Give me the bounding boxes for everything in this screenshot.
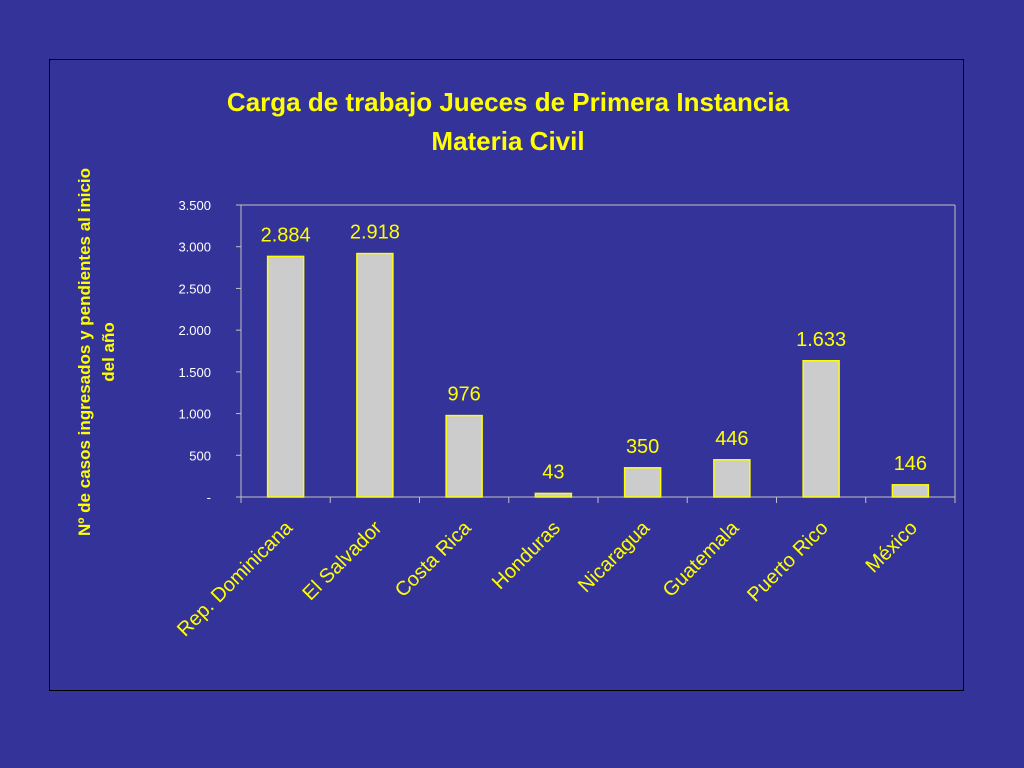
data-label: 976 xyxy=(447,384,480,406)
x-category-label: México xyxy=(862,517,922,577)
bar-costa-rica xyxy=(445,414,483,498)
chart-frame xyxy=(49,59,964,691)
x-category-label: Guatemala xyxy=(659,516,744,601)
x-category-label: Rep. Dominicana xyxy=(173,516,298,641)
x-category-label: Honduras xyxy=(488,517,565,594)
data-label: 1.633 xyxy=(796,329,846,351)
data-label: 43 xyxy=(542,461,564,483)
y-tick-label: 2.500 xyxy=(178,281,211,296)
chart-title-line-2: Materia Civil xyxy=(431,126,584,156)
y-axis-label-line-2: del año xyxy=(99,322,118,382)
bar-m-xico xyxy=(891,484,930,498)
y-tick-label: 1.000 xyxy=(178,407,211,422)
y-tick-label: 3.000 xyxy=(178,240,211,255)
x-category-label: Costa Rica xyxy=(391,516,476,601)
x-category-label: El Salvador xyxy=(299,517,387,605)
y-tick-label: 1.500 xyxy=(178,365,211,380)
data-label: 2.884 xyxy=(261,224,311,246)
chart-title-line-1: Carga de trabajo Jueces de Primera Insta… xyxy=(227,87,790,117)
y-axis-label-line-1: Nº de casos ingresados y pendientes al i… xyxy=(75,168,94,536)
x-category-label: Puerto Rico xyxy=(743,517,832,606)
bar-nicaragua xyxy=(623,467,662,498)
data-label: 146 xyxy=(894,453,927,475)
data-label: 2.918 xyxy=(350,222,400,244)
y-tick-label: 3.500 xyxy=(178,198,211,213)
y-tick-label: - xyxy=(207,490,211,505)
bar-rep-dominicana xyxy=(266,255,305,498)
bar-honduras xyxy=(534,492,573,498)
data-label: 350 xyxy=(626,436,659,458)
y-tick-label: 2.000 xyxy=(178,323,211,338)
x-category-label: Nicaragua xyxy=(574,516,655,597)
plot-area: - 500 1.000 1.500 2.000 2.500 3.000 3.500 2.884 R… xyxy=(173,198,956,641)
bar-puerto-rico xyxy=(802,360,840,498)
data-label: 446 xyxy=(715,428,748,450)
y-tick-label: 500 xyxy=(189,448,211,463)
bar-el-salvador xyxy=(356,252,394,498)
bar-guatemala xyxy=(713,459,751,498)
